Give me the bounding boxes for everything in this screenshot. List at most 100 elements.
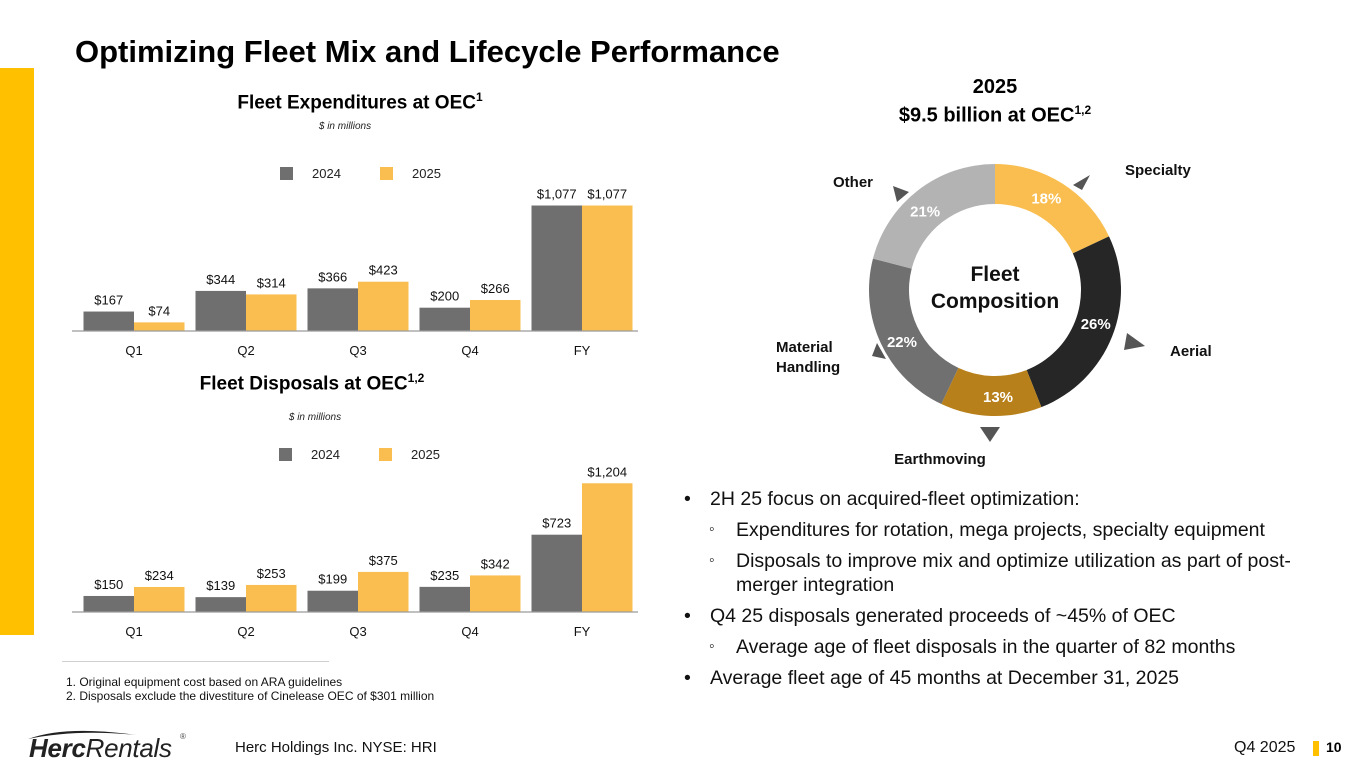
slice-percent-material-handling: 22%: [887, 334, 917, 351]
logo-light-text: Rentals: [85, 733, 172, 763]
x-tick-label-q2: Q2: [237, 624, 254, 639]
legend-label-2024: 2024: [312, 166, 341, 181]
legend-swatch-2025: [379, 448, 392, 461]
logo-swoosh-icon: [28, 730, 136, 739]
donut-center-label-line2: Composition: [931, 290, 1059, 313]
disposals-chart-subtitle: $ in millions: [288, 412, 342, 423]
x-tick-label-q1: Q1: [125, 343, 142, 358]
composition-chart-title: 2025 $9.5 billion at OEC1,2: [840, 76, 1150, 128]
data-label-q2-2024: $344: [206, 272, 235, 287]
disposals-chart: 2024 2025 $150 $234 Q1 $139 $253 Q2 $199 $375 Q3 $2…: [72, 447, 638, 639]
x-tick-label-q2: Q2: [237, 343, 254, 358]
slice-aerial: [1026, 236, 1121, 408]
data-label-fy-2024: $1,077: [537, 187, 577, 202]
slice-label-line: Material: [776, 339, 833, 356]
bar-q1-2025: [134, 586, 185, 612]
data-label-q3-2024: $366: [318, 269, 347, 284]
callout-arrow-icon-earthmoving: [980, 427, 1000, 442]
x-tick-label-fy: FY: [574, 624, 591, 639]
expenditures-chart: 2024 2025 $167 $74 Q1 $344 $314 Q2 $366 $423 Q3 $20…: [72, 166, 638, 358]
slice-percent-aerial: 26%: [1081, 316, 1111, 333]
legend-swatch-2025: [380, 167, 393, 180]
slice-label-other: Other: [833, 174, 873, 191]
data-label-q1-2024: $167: [94, 293, 123, 308]
sub-bullet-item: Average age of fleet disposals in the qu…: [680, 635, 1340, 659]
slice-label-specialty: Specialty: [1125, 162, 1192, 179]
footnote-1: 1. Original equipment cost based on ARA …: [66, 675, 343, 689]
sub-bullet-item: Disposals to improve mix and optimize ut…: [680, 549, 1340, 597]
company-ticker: Herc Holdings Inc. NYSE: HRI: [235, 739, 437, 756]
logo-registered-mark: ®: [180, 732, 186, 741]
bullet-item: 2H 25 focus on acquired-fleet optimizati…: [680, 487, 1340, 511]
expenditures-chart-title: Fleet Expenditures at OEC1: [237, 90, 483, 114]
bar-fy-2025: [582, 483, 633, 612]
bar-q4-2025: [470, 300, 521, 331]
bar-q3-2024: [307, 288, 358, 331]
bar-q2-2025: [246, 294, 297, 331]
slice-label-aerial: Aerial: [1170, 343, 1212, 360]
data-label-q3-2025: $423: [369, 263, 398, 278]
expenditures-chart-subtitle: $ in millions: [318, 121, 372, 132]
footnote-divider: [62, 661, 329, 662]
page-number: 10: [1326, 739, 1342, 755]
bar-q3-2024: [307, 590, 358, 612]
legend-label-2024: 2024: [311, 447, 340, 462]
period-label: Q4 2025: [1234, 739, 1296, 756]
data-label-fy-2024: $723: [542, 516, 571, 531]
legend-swatch-2024: [280, 167, 293, 180]
slice-label-line: Handling: [776, 359, 840, 376]
x-tick-label-q3: Q3: [349, 343, 366, 358]
bar-q2-2024: [195, 597, 246, 612]
herc-rentals-logo: HercRentals ®: [20, 727, 190, 763]
data-label-q4-2025: $266: [481, 281, 510, 296]
data-label-fy-2025: $1,077: [587, 187, 627, 202]
legend-label-2025: 2025: [412, 166, 441, 181]
data-label-q4-2024: $200: [430, 289, 459, 304]
bar-q4-2025: [470, 575, 521, 612]
slice-percent-specialty: 18%: [1031, 190, 1061, 207]
data-label-q1-2025: $234: [145, 568, 174, 583]
bullet-list: 2H 25 focus on acquired-fleet optimizati…: [680, 487, 1340, 697]
bar-fy-2024: [531, 205, 582, 331]
logo-bold-text: Herc: [29, 733, 86, 763]
bar-fy-2025: [582, 205, 633, 331]
slice-material-handling: [869, 258, 959, 405]
slice-percent-earthmoving: 13%: [983, 389, 1013, 406]
slice-earthmoving: [941, 367, 1042, 416]
bar-q3-2025: [358, 571, 409, 612]
data-label-q3-2024: $199: [318, 572, 347, 587]
data-label-q1-2025: $74: [148, 303, 170, 318]
donut-center-label-line1: Fleet: [970, 263, 1019, 286]
data-label-q2-2025: $253: [257, 566, 286, 581]
data-label-q2-2024: $139: [206, 578, 235, 593]
slice-other: [872, 164, 995, 269]
data-label-q2-2025: $314: [257, 275, 286, 290]
bar-q4-2024: [419, 586, 470, 612]
footnote-2: 2. Disposals exclude the divestiture of …: [66, 689, 435, 703]
composition-donut-chart: 18% Specialty 26% Aerial 13% Earthmoving 22% Ma…: [776, 162, 1212, 468]
footnotes: 1. Original equipment cost based on ARA …: [66, 675, 434, 703]
x-tick-label-q4: Q4: [461, 343, 478, 358]
composition-title-year: 2025: [972, 76, 1018, 98]
callout-arrow-icon-other: [893, 186, 909, 202]
data-label-fy-2025: $1,204: [587, 464, 627, 479]
slice-label-earthmoving: Earthmoving: [894, 451, 986, 468]
bar-q1-2025: [134, 322, 185, 331]
data-label-q4-2024: $235: [430, 568, 459, 583]
callout-arrow-icon-aerial: [1124, 333, 1145, 350]
disposals-chart-title: Fleet Disposals at OEC1,2: [199, 371, 425, 395]
bar-q4-2024: [419, 307, 470, 331]
x-tick-label-q4: Q4: [461, 624, 478, 639]
bar-q1-2024: [83, 595, 134, 612]
page-title: Optimizing Fleet Mix and Lifecycle Perfo…: [75, 34, 780, 69]
accent-bar: [0, 68, 34, 635]
page-number-accent: [1313, 741, 1319, 756]
slice-specialty: [995, 164, 1110, 254]
callout-arrow-icon-specialty: [1073, 175, 1090, 190]
data-label-q1-2024: $150: [94, 577, 123, 592]
data-label-q4-2025: $342: [481, 556, 510, 571]
data-label-q3-2025: $375: [369, 553, 398, 568]
legend-label-2025: 2025: [411, 447, 440, 462]
x-tick-label-fy: FY: [574, 343, 591, 358]
slice-percent-other: 21%: [910, 203, 940, 220]
